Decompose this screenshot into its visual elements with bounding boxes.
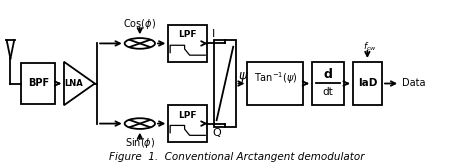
FancyBboxPatch shape (353, 62, 382, 105)
Text: Cos($\phi$): Cos($\phi$) (123, 17, 156, 31)
Text: I: I (212, 29, 215, 39)
Text: LPF: LPF (178, 30, 197, 39)
FancyBboxPatch shape (168, 25, 207, 62)
Text: dt: dt (323, 87, 333, 97)
Polygon shape (64, 62, 95, 105)
Text: LNA: LNA (64, 79, 83, 88)
FancyBboxPatch shape (21, 63, 55, 104)
Text: $\psi$: $\psi$ (238, 70, 249, 84)
FancyBboxPatch shape (214, 40, 236, 127)
Text: d: d (324, 68, 332, 81)
Text: laD: laD (358, 78, 377, 89)
Text: Q: Q (212, 128, 220, 138)
Text: Figure  1.  Conventional Arctangent demodulator: Figure 1. Conventional Arctangent demodu… (109, 152, 365, 162)
Text: LPF: LPF (178, 111, 197, 120)
Text: Data: Data (402, 78, 426, 89)
Text: BPF: BPF (28, 78, 49, 89)
FancyBboxPatch shape (312, 62, 344, 105)
FancyBboxPatch shape (168, 105, 207, 142)
FancyBboxPatch shape (247, 62, 303, 105)
Text: Sin($\phi$): Sin($\phi$) (125, 136, 155, 150)
Text: $f_{cw}$: $f_{cw}$ (363, 41, 377, 53)
Text: Tan$^{-1}$($\psi$): Tan$^{-1}$($\psi$) (254, 70, 297, 86)
